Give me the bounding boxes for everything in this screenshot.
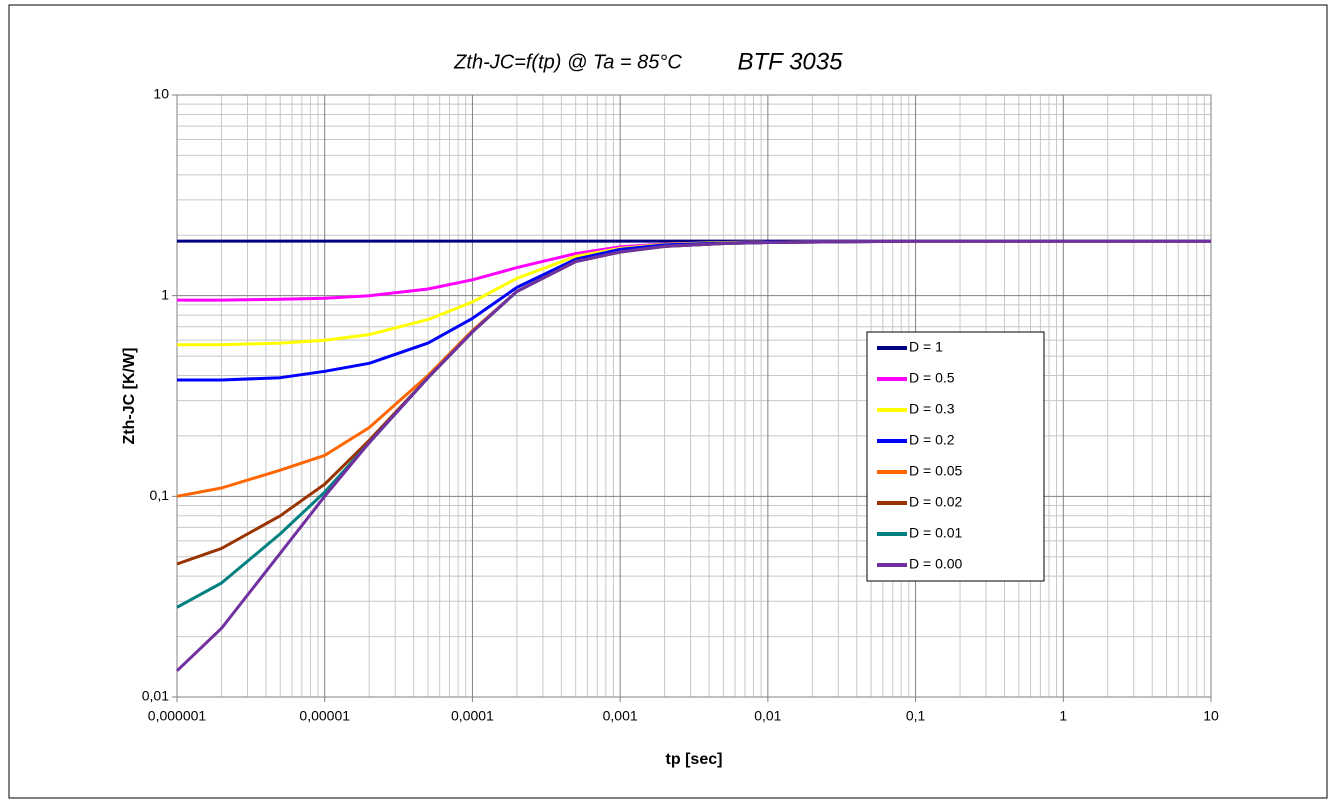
legend-label: D = 0.02 <box>909 494 963 510</box>
plot-area <box>177 95 1211 697</box>
x-tick-label: 0,1 <box>906 708 926 724</box>
legend-label: D = 1 <box>909 339 943 355</box>
legend-label: D = 0.01 <box>909 525 963 541</box>
y-tick-label: 0,01 <box>142 688 169 704</box>
x-tick-label: 0,001 <box>603 708 638 724</box>
chart-subtitle: BTF 3035 <box>738 48 844 75</box>
y-axis-label: Zth-JC [K/W] <box>121 348 138 445</box>
y-tick-label: 0,1 <box>150 487 170 503</box>
x-tick-label: 0,000001 <box>148 708 207 724</box>
legend-box <box>866 331 1045 582</box>
y-tick-label: 10 <box>153 86 169 102</box>
x-tick-label: 0,01 <box>754 708 781 724</box>
x-axis-label: tp [sec] <box>666 751 723 768</box>
legend-label: D = 0.05 <box>909 463 963 479</box>
legend-label: D = 0.3 <box>909 401 955 417</box>
legend-label: D = 0.5 <box>909 370 955 386</box>
plot-frame <box>176 94 1212 698</box>
x-tick-label: 10 <box>1203 708 1219 724</box>
x-tick-label: 0,0001 <box>451 708 494 724</box>
legend-label: D = 0.00 <box>909 556 963 572</box>
line <box>175 239 1211 672</box>
chart-title: Zth-JC=f(tp) @ Ta = 85°C <box>453 51 682 73</box>
y-tick-label: 1 <box>161 286 169 302</box>
legend-label: D = 0.2 <box>909 432 955 448</box>
x-tick-label: 1 <box>1059 708 1067 724</box>
x-tick-label: 0,00001 <box>299 708 350 724</box>
